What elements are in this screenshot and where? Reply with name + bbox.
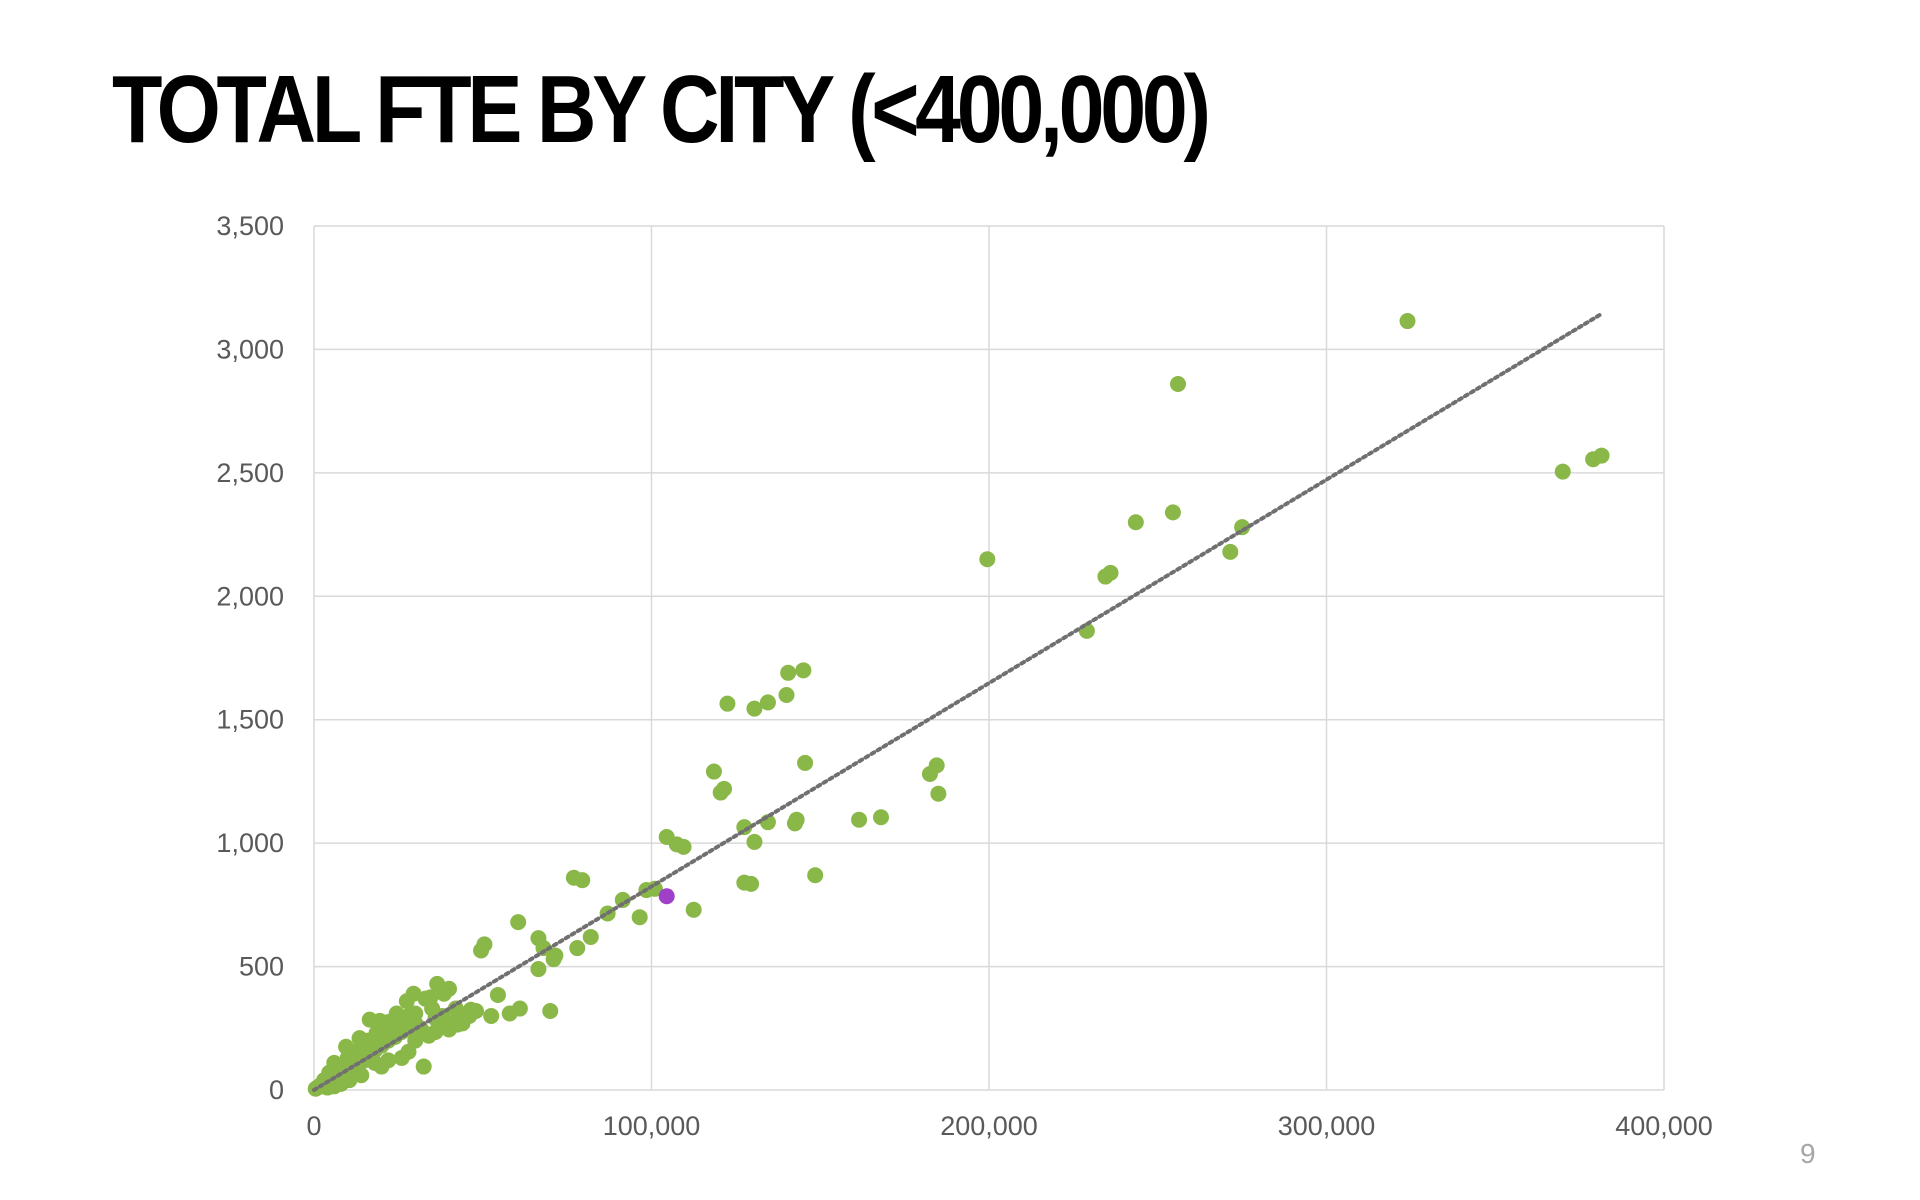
data-point bbox=[614, 891, 631, 908]
data-point bbox=[1170, 375, 1186, 392]
x-tick-label: 200,000 bbox=[940, 1111, 1038, 1141]
data-point bbox=[400, 1007, 417, 1024]
data-point bbox=[542, 1003, 559, 1020]
data-point bbox=[746, 833, 763, 850]
data-point bbox=[398, 993, 415, 1010]
data-point bbox=[873, 809, 889, 826]
data-point bbox=[719, 695, 736, 712]
data-point bbox=[417, 990, 434, 1007]
x-tick-label: 400,000 bbox=[1615, 1111, 1713, 1141]
data-point bbox=[743, 875, 760, 892]
y-tick-label: 0 bbox=[269, 1075, 284, 1105]
data-point bbox=[351, 1030, 368, 1047]
data-point bbox=[501, 1005, 518, 1022]
data-point bbox=[930, 785, 947, 802]
data-point bbox=[1554, 463, 1571, 480]
y-tick-label: 2,000 bbox=[216, 581, 284, 611]
data-point bbox=[795, 662, 812, 679]
data-point bbox=[483, 1007, 500, 1024]
data-point bbox=[473, 942, 490, 959]
chart-grid bbox=[313, 225, 1665, 1091]
slide-title: TOTAL FTE BY CITY (<400,000) bbox=[112, 56, 1211, 163]
axis-tick-labels: 0 500 1,000 1,500 2,000 2,500 3,000 3,500 0 100,0… bbox=[216, 211, 1712, 1141]
data-point bbox=[429, 975, 446, 992]
data-point bbox=[510, 914, 527, 931]
trendline bbox=[312, 312, 1602, 1092]
data-point bbox=[574, 872, 591, 889]
trendline-layer bbox=[312, 312, 1602, 1092]
y-tick-label: 1,500 bbox=[216, 705, 284, 735]
data-point bbox=[1222, 543, 1239, 560]
data-point bbox=[1399, 313, 1416, 330]
data-point bbox=[545, 951, 562, 968]
data-point bbox=[685, 901, 702, 918]
data-point bbox=[373, 1058, 390, 1075]
data-point bbox=[1593, 447, 1610, 464]
data-point bbox=[1127, 514, 1144, 531]
data-point bbox=[759, 694, 776, 711]
data-points bbox=[307, 313, 1610, 1097]
x-tick-label: 300,000 bbox=[1278, 1111, 1376, 1141]
x-tick-label: 100,000 bbox=[603, 1111, 701, 1141]
y-tick-label: 1,000 bbox=[216, 828, 284, 858]
data-point bbox=[778, 687, 795, 704]
highlighted-data-point bbox=[658, 888, 675, 905]
page-number: 9 bbox=[1800, 1138, 1816, 1169]
data-point bbox=[712, 784, 729, 801]
data-point bbox=[582, 928, 599, 945]
data-point bbox=[921, 766, 938, 783]
data-point bbox=[979, 551, 996, 568]
data-point bbox=[780, 664, 797, 681]
y-tick-label: 500 bbox=[239, 952, 284, 982]
data-point bbox=[705, 763, 722, 780]
data-point bbox=[746, 700, 763, 717]
y-tick-label: 3,500 bbox=[216, 211, 284, 241]
data-point bbox=[530, 930, 547, 947]
data-point bbox=[569, 940, 586, 957]
data-point bbox=[675, 838, 692, 855]
data-point bbox=[489, 986, 506, 1003]
data-point bbox=[1097, 568, 1114, 585]
y-tick-label: 2,500 bbox=[216, 458, 284, 488]
data-point bbox=[415, 1058, 432, 1075]
data-point bbox=[361, 1011, 378, 1028]
data-point bbox=[851, 811, 868, 828]
data-point bbox=[631, 909, 648, 926]
data-point bbox=[407, 1032, 424, 1049]
data-point bbox=[387, 1010, 403, 1027]
data-point bbox=[1164, 504, 1181, 521]
data-point bbox=[468, 1003, 484, 1020]
y-tick-label: 3,000 bbox=[216, 334, 284, 364]
x-tick-label: 0 bbox=[306, 1111, 321, 1141]
data-point bbox=[797, 754, 814, 771]
data-point bbox=[807, 867, 824, 884]
data-point bbox=[338, 1038, 355, 1055]
data-point bbox=[786, 815, 803, 832]
data-point bbox=[373, 1022, 390, 1039]
data-point bbox=[447, 1000, 464, 1017]
data-point bbox=[530, 961, 547, 978]
